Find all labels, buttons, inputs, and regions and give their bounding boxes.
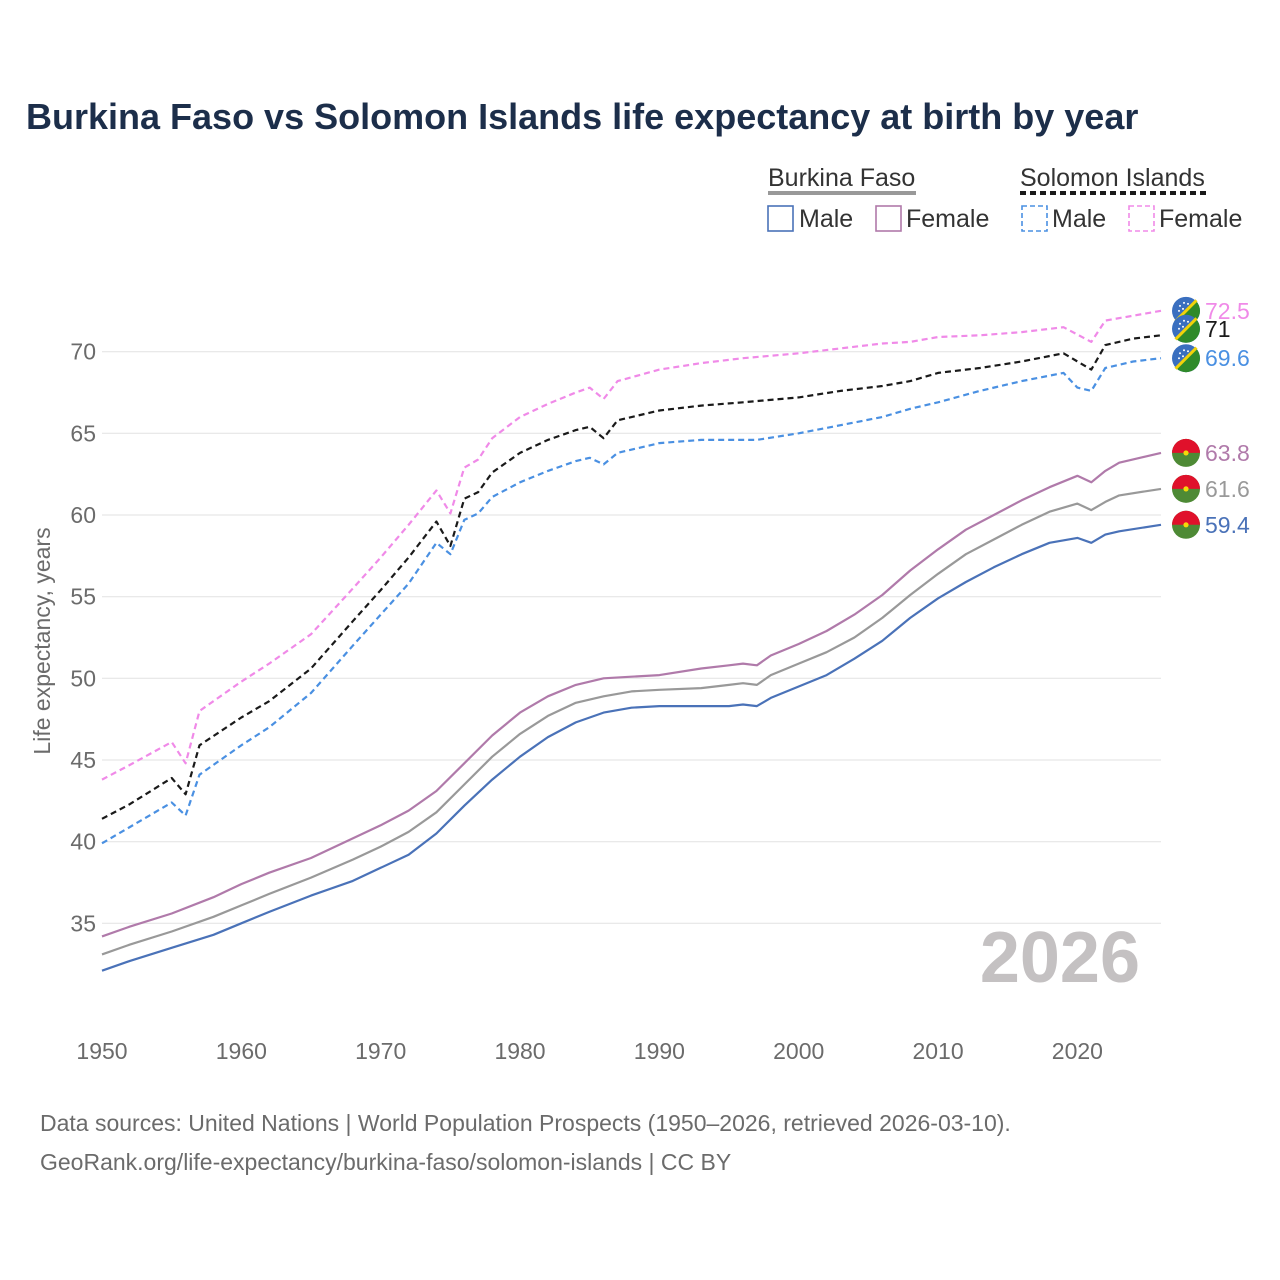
y-tick-45: 45 — [70, 747, 96, 773]
y-tick-60: 60 — [70, 502, 96, 528]
year-watermark: 2026 — [980, 918, 1140, 998]
y-tick-55: 55 — [70, 584, 96, 610]
end-marker-male_bf: 59.4 — [1172, 510, 1250, 539]
flag-star-3 — [1182, 355, 1184, 358]
end-marker-total_bf: 61.6 — [1172, 474, 1250, 503]
flag-yellow-stripe — [1174, 317, 1198, 341]
end-marker-total_sb: 71 — [1172, 314, 1231, 343]
flag-green-half — [1176, 318, 1200, 343]
x-tick-2020: 2020 — [1052, 1038, 1103, 1064]
end-label-total_bf: 61.6 — [1205, 476, 1250, 502]
series-line-male_bf — [101, 523, 1162, 972]
legend-swatch-sb-female — [1128, 205, 1155, 232]
legend-label-bf-female: Female — [906, 205, 989, 233]
x-tick-2010: 2010 — [912, 1038, 963, 1064]
end-label-total_sb: 71 — [1205, 316, 1231, 342]
y-tick-labels: 35 40 45 50 55 60 65 70 — [70, 339, 96, 937]
end-marker-male_sb: 69.6 — [1172, 344, 1250, 373]
legend-swatch-bf-female — [875, 205, 902, 232]
source-line-1: Data sources: United Nations | World Pop… — [40, 1110, 1011, 1136]
flag-red-half — [1172, 474, 1200, 489]
flag-star-3 — [1182, 325, 1184, 328]
flag-star — [1183, 522, 1189, 528]
flag-star-2 — [1178, 327, 1180, 330]
flag-star-1 — [1183, 301, 1185, 304]
series-line-female_sb — [101, 309, 1162, 781]
flag-star-0 — [1179, 304, 1181, 307]
x-tick-labels: 1950 1960 1970 1980 1990 2000 2010 2020 — [76, 1038, 1103, 1064]
series-end-markers: 63.8 61.6 59.4 72.571 69.6 — [1172, 296, 1250, 539]
series-line-total_sb — [101, 334, 1162, 820]
flag-star-4 — [1187, 302, 1189, 305]
end-marker-female_bf: 63.8 — [1172, 438, 1250, 467]
y-tick-50: 50 — [70, 665, 96, 691]
flag-star — [1183, 450, 1189, 456]
legend: Burkina Faso Solomon Islands Male Female… — [767, 164, 1242, 233]
legend-group-solomon-islands: Solomon Islands — [1020, 164, 1205, 192]
source-line-2: GeoRank.org/life-expectancy/burkina-faso… — [40, 1149, 731, 1175]
y-axis-label: Life expectancy, years — [29, 527, 55, 754]
series-line-female_bf — [101, 451, 1162, 938]
flag-star-3 — [1182, 307, 1184, 310]
flag-star-2 — [1178, 309, 1180, 312]
end-label-male_bf: 59.4 — [1205, 512, 1250, 538]
flag-red-half — [1172, 510, 1200, 525]
x-tick-1990: 1990 — [634, 1038, 685, 1064]
x-tick-1950: 1950 — [76, 1038, 127, 1064]
x-tick-1970: 1970 — [355, 1038, 406, 1064]
flag-green-half — [1176, 348, 1201, 373]
y-tick-70: 70 — [70, 339, 96, 365]
end-label-female_sb: 72.5 — [1205, 298, 1250, 324]
gridlines — [102, 351, 1161, 924]
series-line-male_sb — [101, 357, 1162, 845]
flag-yellow-stripe — [1174, 346, 1198, 370]
flag-red-half — [1172, 438, 1200, 453]
x-tick-1980: 1980 — [494, 1038, 545, 1064]
legend-swatch-bf-male — [767, 205, 794, 232]
end-label-male_sb: 69.6 — [1205, 345, 1250, 371]
chart-title: Burkina Faso vs Solomon Islands life exp… — [26, 96, 1138, 137]
flag-star-2 — [1178, 357, 1180, 360]
end-label-female_bf: 63.8 — [1205, 440, 1250, 466]
flag-star-4 — [1187, 320, 1189, 323]
flag-star-0 — [1179, 322, 1181, 325]
legend-group-burkina-faso: Burkina Faso — [768, 164, 915, 192]
legend-label-sb-female: Female — [1159, 205, 1242, 233]
x-tick-1960: 1960 — [216, 1038, 267, 1064]
flag-star — [1183, 486, 1189, 492]
flag-star-0 — [1179, 352, 1181, 355]
legend-swatch-sb-male — [1021, 205, 1048, 232]
legend-label-bf-male: Male — [799, 205, 853, 233]
flag-star-1 — [1183, 349, 1185, 352]
y-tick-35: 35 — [70, 910, 96, 936]
y-tick-65: 65 — [70, 420, 96, 446]
x-tick-2000: 2000 — [773, 1038, 824, 1064]
flag-star-1 — [1183, 319, 1185, 322]
legend-label-sb-male: Male — [1052, 205, 1106, 233]
series-lines — [101, 309, 1162, 972]
series-line-total_bf — [101, 487, 1162, 956]
y-tick-40: 40 — [70, 829, 96, 855]
flag-star-4 — [1187, 350, 1189, 353]
